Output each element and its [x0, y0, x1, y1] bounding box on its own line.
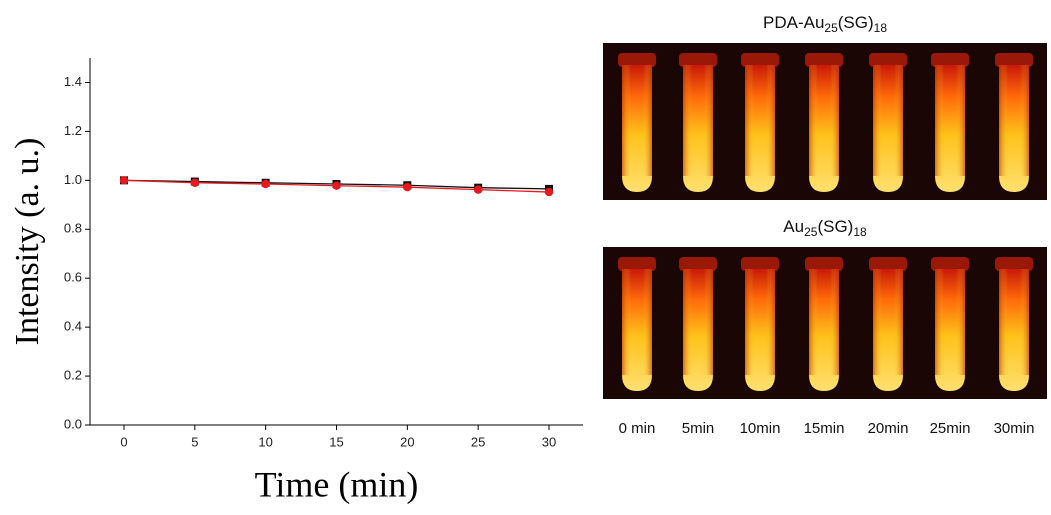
- x-tick-label: 15: [329, 434, 343, 449]
- tube-shade: [622, 269, 652, 375]
- tube-shade: [873, 269, 903, 375]
- tube-shade: [622, 65, 652, 176]
- time-label: 10min: [740, 420, 781, 437]
- time-label: 30min: [994, 420, 1035, 437]
- tube-shade: [935, 269, 965, 375]
- subscript: 18: [874, 21, 888, 35]
- y-axis-label: Intensity (a. u.): [9, 138, 46, 346]
- point: [190, 178, 200, 187]
- tube-cap: [805, 257, 843, 271]
- y-tick-label: 0.8: [64, 221, 82, 236]
- panel-title: Au25(SG)18: [783, 217, 867, 239]
- y-tick-label: 0.6: [64, 270, 82, 285]
- tube-shade: [999, 65, 1029, 176]
- time-label: 20min: [868, 420, 909, 437]
- title-part: Au: [783, 217, 804, 236]
- title-part: (SG): [838, 13, 874, 32]
- point: [261, 179, 270, 189]
- x-tick-label: 30: [542, 434, 556, 449]
- y-tick-label: 1.2: [64, 123, 82, 138]
- x-tick-label: 5: [191, 434, 198, 449]
- subscript: 25: [804, 225, 818, 239]
- time-label: 5min: [682, 420, 715, 437]
- chart: 0.0 0.2 0.4 0.6 0.8 1.0 1.2 1.4 0 5 10 15 20 25 30 Time…: [9, 58, 583, 504]
- time-label: 15min: [804, 420, 845, 437]
- tube-cap: [869, 53, 907, 67]
- tube-cap: [869, 257, 907, 271]
- tube-cap: [995, 53, 1033, 67]
- tube-cap: [931, 53, 969, 67]
- point: [332, 181, 341, 190]
- time-label: 0 min: [619, 420, 656, 437]
- point: [473, 185, 483, 194]
- y-tick-label: 0.2: [64, 368, 82, 383]
- x-tick-label: 25: [471, 434, 485, 449]
- point: [544, 187, 554, 197]
- tube-cap: [741, 53, 779, 67]
- panel-title: PDA-Au25(SG)18: [763, 13, 887, 35]
- y-tick-label: 1.4: [64, 74, 82, 89]
- tube-cap: [805, 53, 843, 67]
- x-tick-label: 10: [258, 434, 272, 449]
- title-part: (SG): [817, 217, 853, 236]
- tube-cap: [679, 53, 717, 67]
- x-axis-label: Time (min): [255, 464, 419, 504]
- title-part: PDA-Au: [763, 13, 824, 32]
- x-tick-label: 20: [400, 434, 414, 449]
- subscript: 25: [824, 21, 838, 35]
- tube-shade: [809, 269, 839, 375]
- tube-shade: [873, 65, 903, 176]
- tube-cap: [931, 257, 969, 271]
- tube-cap: [741, 257, 779, 271]
- y-tick-label: 0.0: [64, 416, 82, 431]
- point: [119, 176, 129, 185]
- tube-cap: [618, 53, 656, 67]
- tube-cap: [995, 257, 1033, 271]
- x-tick-label: 0: [120, 434, 127, 449]
- subscript: 18: [853, 225, 867, 239]
- tube-shade: [745, 269, 775, 375]
- y-tick-label: 0.4: [64, 319, 82, 334]
- tube-shade: [745, 65, 775, 176]
- point: [403, 182, 412, 192]
- tube-shade: [935, 65, 965, 176]
- tube-cap: [679, 257, 717, 271]
- tube-cap: [618, 257, 656, 271]
- tube-shade: [999, 269, 1029, 375]
- time-label: 25min: [930, 420, 971, 437]
- y-tick-label: 1.0: [64, 172, 82, 187]
- tube-shade: [809, 65, 839, 176]
- tube-shade: [683, 269, 713, 375]
- tube-shade: [683, 65, 713, 176]
